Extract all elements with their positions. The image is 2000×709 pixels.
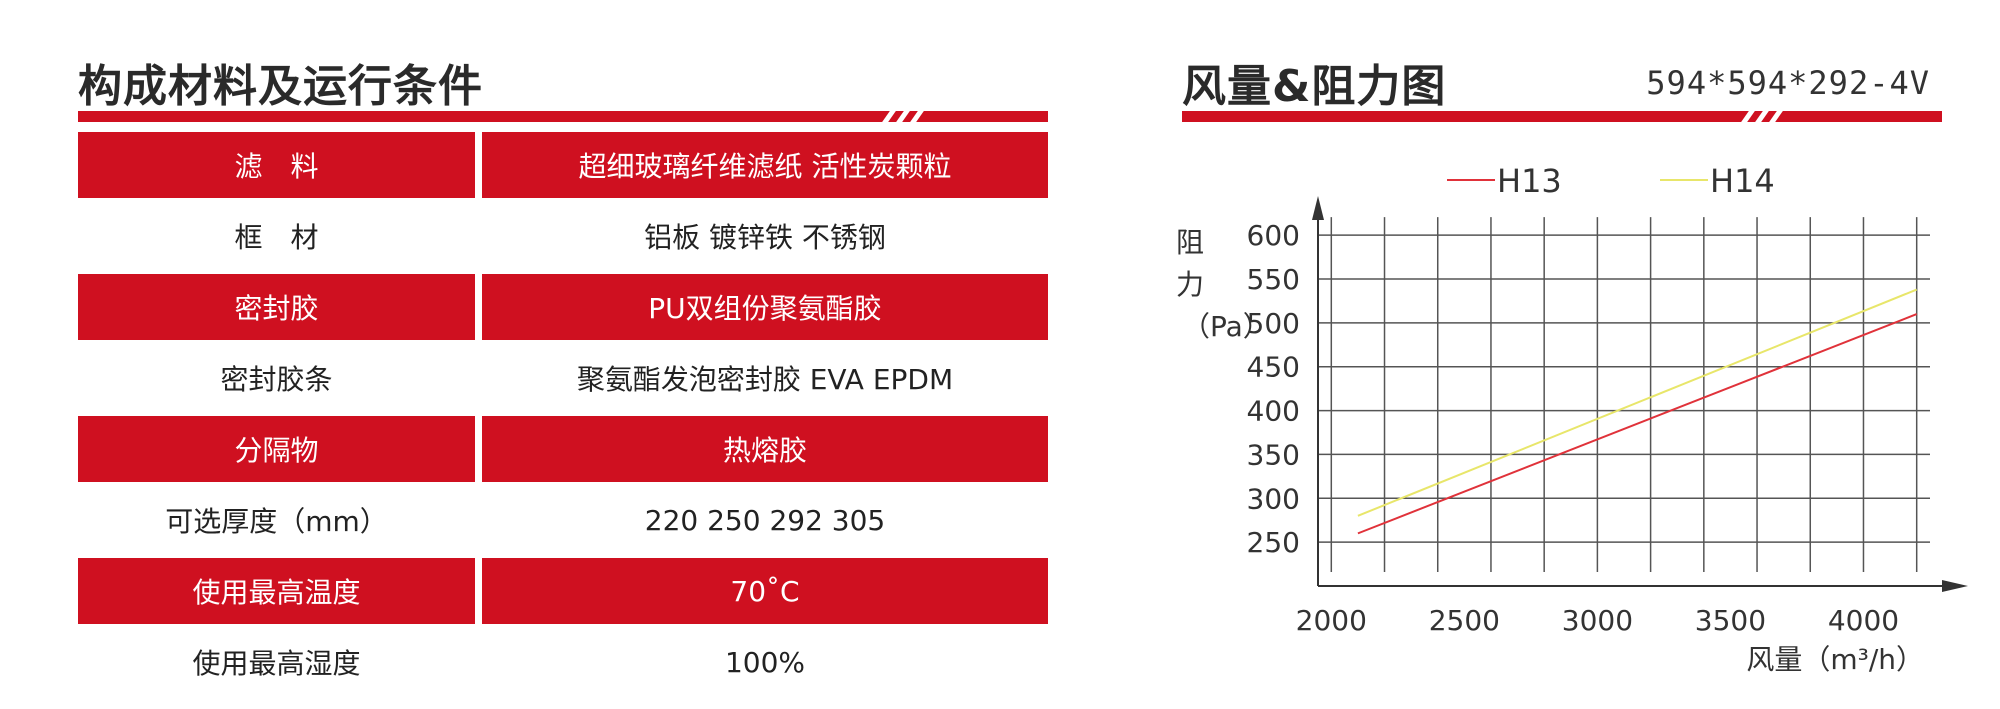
x-tick-label: 4000	[1828, 604, 1899, 637]
underline-stripe	[1741, 111, 1755, 122]
row-label: 框 材	[234, 221, 319, 254]
materials-title-underline	[78, 111, 1048, 122]
y-axis-label: 阻	[1176, 226, 1204, 259]
row-value: PU双组份聚氨酯胶	[482, 274, 1048, 340]
legend-label: H14	[1710, 162, 1775, 200]
legend-label: H13	[1497, 162, 1562, 200]
underline-stripe	[882, 111, 896, 122]
row-value: 热熔胶	[482, 416, 1048, 482]
chart-section-title: 风量&阻力图	[1182, 61, 1447, 112]
y-tick-label: 300	[1247, 482, 1300, 515]
table-row: 使用最高温度 70˚C	[78, 558, 1048, 624]
underline-stripe	[1755, 111, 1769, 122]
y-tick-label: 500	[1247, 307, 1300, 340]
row-value: 聚氨酯发泡密封胶 EVA EPDM	[576, 363, 954, 396]
x-tick-label: 3000	[1562, 604, 1633, 637]
table-row: 框 材 铝板 镀锌铁 不锈钢	[78, 203, 1048, 269]
x-tick-label: 2000	[1296, 604, 1367, 637]
y-tick-label: 550	[1247, 263, 1300, 296]
table-row: 可选厚度（mm） 220 250 292 305	[78, 487, 1048, 553]
x-tick-label: 2500	[1429, 604, 1500, 637]
y-axis-label: （Pa）	[1182, 310, 1271, 343]
table-row: 使用最高湿度 100%	[78, 629, 1048, 695]
y-tick-label: 400	[1247, 395, 1300, 428]
row-label: 密封胶	[78, 274, 475, 340]
row-value: 铝板 镀锌铁 不锈钢	[644, 221, 886, 254]
materials-table: 滤 料超细玻璃纤维滤纸 活性炭颗粒框 材 铝板 镀锌铁 不锈钢密封胶 PU双组份聚氨…	[78, 132, 1048, 700]
y-tick-label: 350	[1247, 438, 1300, 471]
x-tick-label: 3500	[1695, 604, 1766, 637]
table-row: 密封胶条 聚氨酯发泡密封胶 EVA EPDM	[78, 345, 1048, 411]
row-label: 密封胶条	[220, 363, 333, 396]
row-label: 可选厚度（mm）	[165, 505, 388, 538]
y-tick-label: 450	[1247, 351, 1300, 384]
series-line-h14	[1357, 288, 1918, 517]
underline-stripe	[896, 111, 910, 122]
table-row: 密封胶 PU双组份聚氨酯胶	[78, 274, 1048, 340]
row-value: 220 250 292 305	[644, 503, 886, 537]
row-value: 超细玻璃纤维滤纸 活性炭颗粒	[482, 132, 1048, 198]
y-tick-label: 600	[1247, 219, 1300, 252]
y-axis-arrow	[1312, 196, 1324, 220]
series-line-h13	[1357, 313, 1918, 535]
table-row: 滤 料超细玻璃纤维滤纸 活性炭颗粒	[78, 132, 1048, 198]
y-tick-label: 250	[1247, 526, 1300, 559]
row-label: 使用最高温度	[78, 558, 475, 624]
row-value: 100%	[724, 645, 806, 679]
model-spec: 594*594*292-4V	[1646, 64, 1930, 102]
x-axis-arrow	[1942, 580, 1968, 592]
row-label: 滤 料	[78, 132, 475, 198]
row-label: 使用最高湿度	[192, 647, 361, 680]
materials-title: 构成材料及运行条件	[78, 61, 483, 112]
y-axis-label: 力	[1176, 268, 1204, 301]
chart-title-underline	[1182, 111, 1942, 122]
row-value: 70˚C	[482, 558, 1048, 624]
underline-stripe	[910, 111, 924, 122]
table-row: 分隔物 热熔胶	[78, 416, 1048, 482]
x-axis-label: 风量（m³/h）	[1746, 643, 1924, 676]
row-label: 分隔物	[78, 416, 475, 482]
underline-stripe	[1769, 111, 1783, 122]
